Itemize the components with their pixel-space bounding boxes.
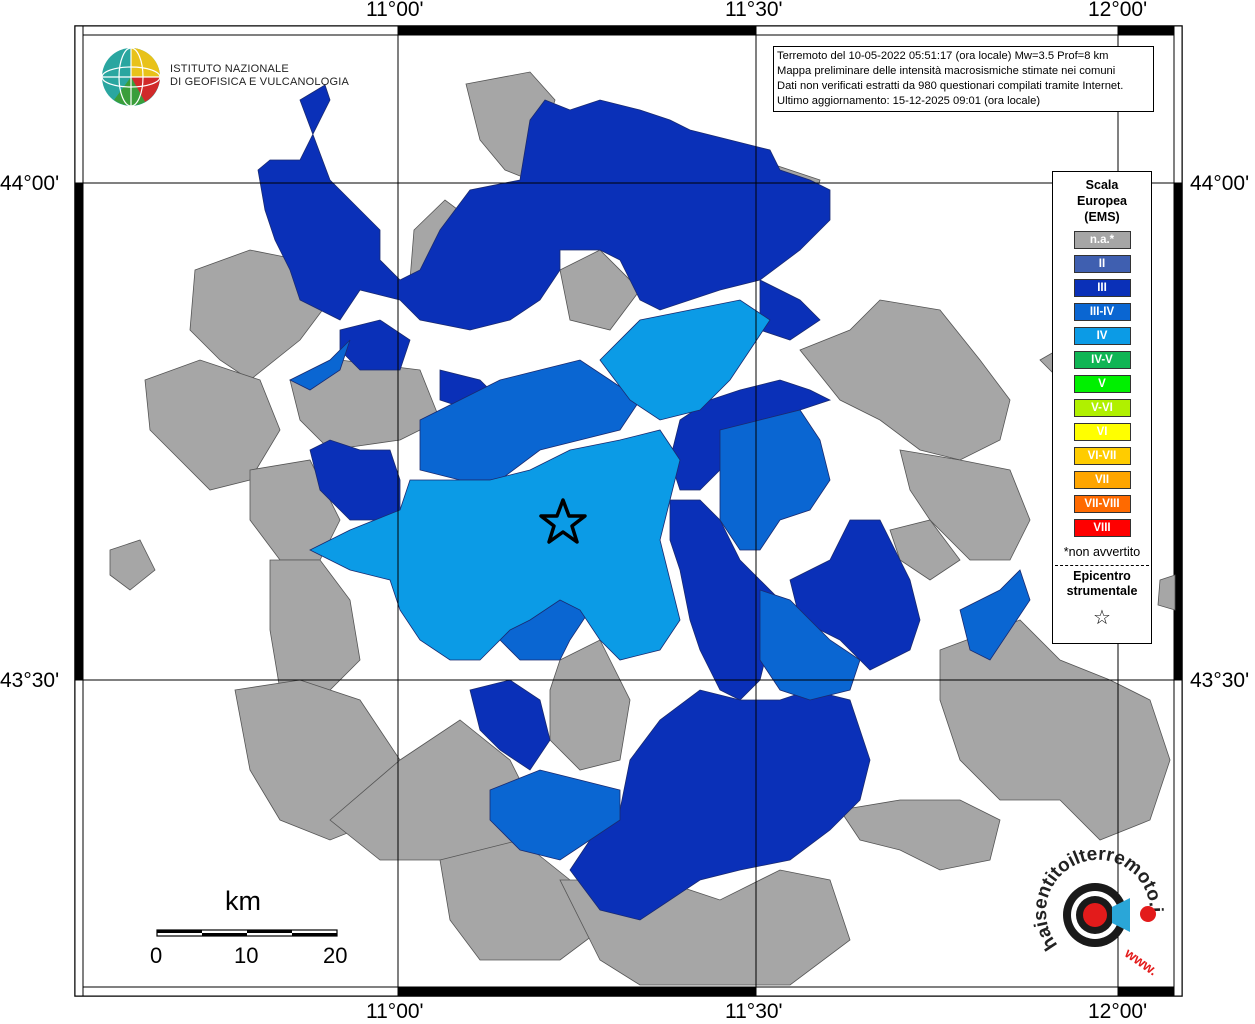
brand-url: www. [1121,944,1161,978]
lat-label-left-1: 44°00' [0,172,60,195]
haisentito-logo-icon: haisentitoilterremoto.it www. [1030,850,1166,979]
scale-tick-10: 10 [234,943,259,968]
lon-label-top-1: 11°00' [366,0,424,21]
legend-title-line3: (EMS) [1084,210,1120,224]
legend-swatches: n.a.* II III III-IV IV IV-V V V-VI VI VI-VII VII VI… [1053,231,1151,537]
event-info-box: Terremoto del 10-05-2022 05:51:17 (ora l… [773,46,1154,112]
intensity-III-areas [257,84,921,921]
legend-epi-line2: strumentale [1066,584,1138,598]
intensity-IIIIV-areas [289,339,1031,861]
lat-label-left-2: 43°30' [0,669,60,692]
legend-swatch: III-IV [1073,303,1131,321]
legend-swatch: n.a.* [1073,231,1131,249]
lon-label-bottom-3: 12°00' [1088,1000,1148,1023]
info-line-1: Terremoto del 10-05-2022 05:51:17 (ora l… [777,50,1109,62]
ems-legend: Scala Europea (EMS) n.a.* II III III-IV IV IV… [1052,171,1152,644]
legend-swatch: V-VI [1073,399,1131,417]
intensity-IV-areas [309,299,771,661]
lon-label-top-2: 11°30' [725,0,783,21]
legend-divider [1055,565,1149,566]
ingv-logo-icon [101,47,161,107]
scale-bar [156,929,338,937]
ingv-name-line1: ISTITUTO NAZIONALE [170,63,289,75]
legend-star-icon: ☆ [1093,607,1111,629]
lon-label-top-3: 12°00' [1088,0,1148,21]
info-line-3: Dati non verificati estratti da 980 ques… [777,80,1124,92]
legend-epicenter-label: Epicentro strumentale [1053,569,1151,599]
scale-unit: km [225,886,261,916]
info-line-2: Mappa preliminare delle intensità macros… [777,65,1116,77]
legend-swatch: VII [1073,471,1131,489]
legend-swatch: III [1073,279,1131,297]
legend-swatch: VI [1073,423,1131,441]
info-line-4: Ultimo aggiornamento: 15-12-2025 09:01 (… [777,95,1041,107]
legend-title-line1: Scala [1085,178,1119,192]
legend-epi-line1: Epicentro [1073,569,1131,583]
legend-swatch: IV [1073,327,1131,345]
ingv-name: ISTITUTO NAZIONALE DI GEOFISICA E VULCAN… [170,63,349,89]
lat-label-right-1: 44°00' [1190,172,1250,195]
legend-note: *non avvertito [1063,545,1141,559]
lat-label-right-2: 43°30' [1190,669,1250,692]
legend-title-line2: Europea [1076,194,1127,208]
lon-label-bottom-1: 11°00' [366,1000,424,1023]
scale-tick-0: 0 [150,943,163,968]
legend-swatch: IV-V [1073,351,1131,369]
legend-swatch: VI-VII [1073,447,1131,465]
scale-tick-20: 20 [323,943,348,968]
epicenter-star-icon [539,498,587,544]
legend-swatch: II [1073,255,1131,273]
lon-label-bottom-2: 11°30' [725,1000,783,1023]
legend-swatch: VII-VIII [1073,495,1131,513]
frame-border [74,25,1183,997]
legend-title: Scala Europea (EMS) [1053,177,1151,225]
ingv-name-line2: DI GEOFISICA E VULCANOLOGIA [170,76,349,88]
legend-swatch: V [1073,375,1131,393]
legend-swatch: VIII [1073,519,1131,537]
